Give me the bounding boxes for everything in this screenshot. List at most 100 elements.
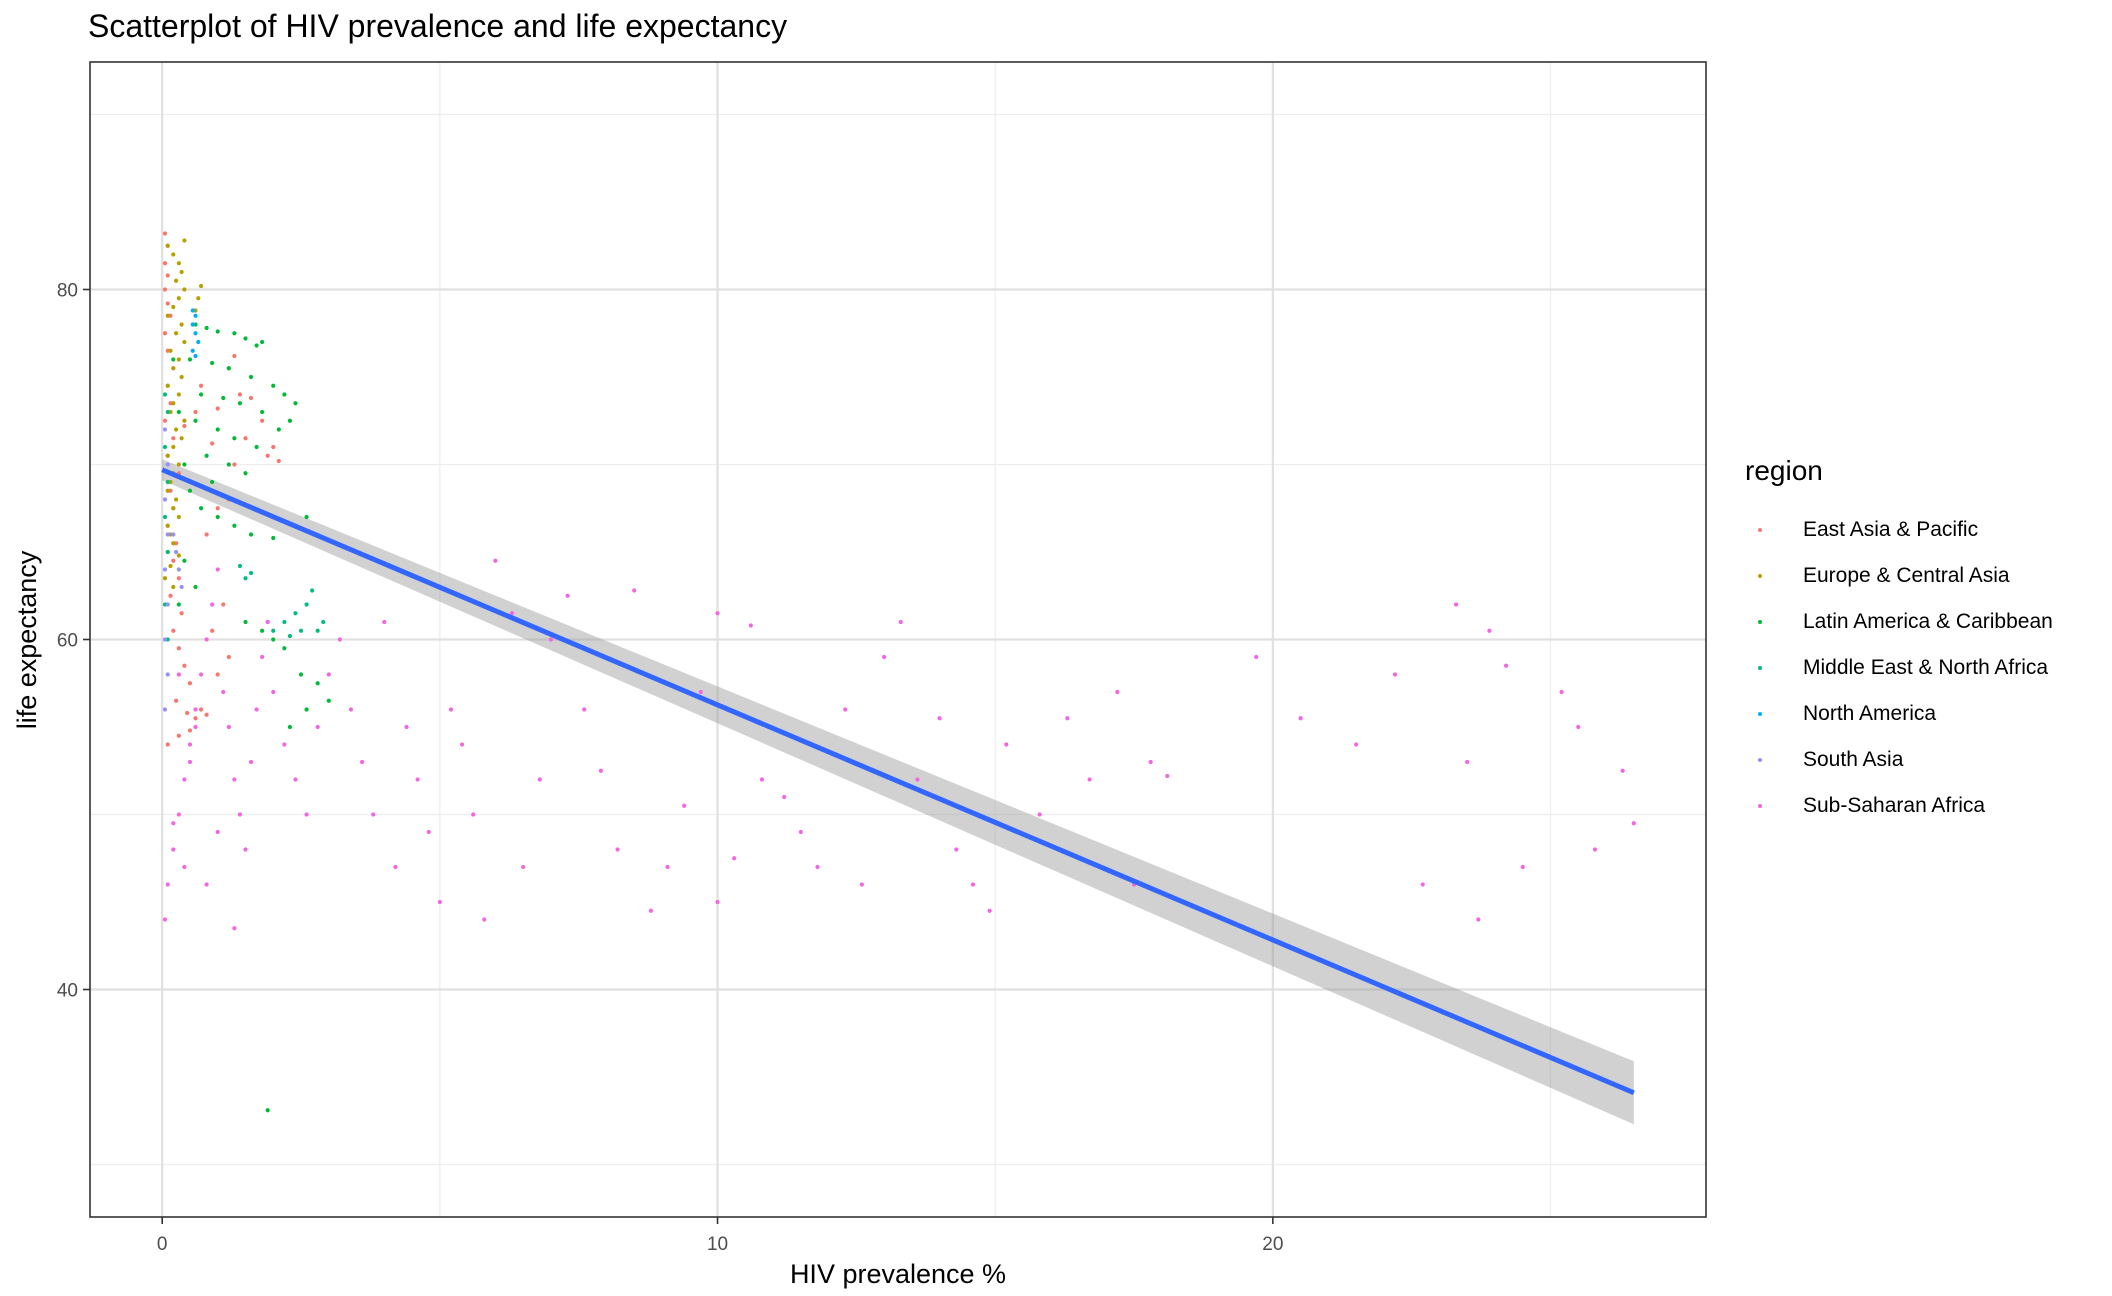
data-point — [1503, 663, 1509, 668]
y-tick-label: 40 — [57, 981, 78, 1002]
data-point — [987, 908, 992, 913]
data-point — [298, 672, 304, 677]
data-point — [715, 899, 720, 905]
data-point — [287, 633, 293, 639]
data-point — [171, 532, 176, 537]
data-point — [271, 637, 276, 642]
data-point — [182, 864, 187, 870]
data-point — [176, 576, 181, 581]
data-point — [171, 252, 176, 257]
data-point — [1620, 768, 1625, 773]
legend-dot-icon — [1758, 712, 1762, 716]
data-point — [182, 777, 187, 782]
data-point — [171, 821, 176, 826]
data-point — [187, 357, 193, 362]
data-point — [226, 366, 231, 371]
data-point — [698, 689, 703, 695]
data-point — [260, 418, 265, 423]
data-point — [615, 847, 620, 852]
data-point — [265, 1108, 270, 1113]
data-point — [337, 637, 342, 642]
data-point — [682, 803, 687, 808]
data-point — [198, 383, 204, 388]
data-point — [548, 637, 554, 642]
data-point — [193, 409, 198, 415]
data-point — [759, 777, 765, 782]
data-point — [182, 423, 187, 429]
data-point — [165, 523, 170, 528]
data-point — [276, 427, 281, 432]
data-point — [271, 535, 276, 541]
data-point — [970, 882, 976, 887]
legend-label: North America — [1803, 702, 1937, 725]
data-point — [171, 444, 176, 450]
data-point — [193, 418, 198, 423]
data-point — [176, 553, 181, 558]
data-point — [815, 864, 820, 870]
data-point — [185, 710, 190, 716]
data-point — [287, 418, 293, 423]
legend-dot-icon — [1758, 528, 1762, 532]
data-point — [182, 462, 187, 467]
data-point — [282, 646, 287, 651]
data-point — [315, 628, 320, 633]
points-layer — [162, 231, 1636, 1113]
data-point — [210, 441, 215, 446]
data-point — [248, 395, 254, 401]
data-point — [665, 864, 670, 870]
regression-line — [161, 467, 1635, 1096]
data-point — [254, 707, 259, 712]
data-point — [221, 689, 226, 695]
chart-title: Scatterplot of HIV prevalence and life e… — [88, 8, 788, 44]
x-axis-title: HIV prevalence % — [790, 1259, 1006, 1289]
data-point — [193, 707, 198, 712]
data-point — [165, 313, 170, 318]
data-point — [182, 418, 187, 423]
data-point — [315, 724, 320, 730]
legend-key — [1745, 745, 1775, 775]
x-tick-label: 0 — [157, 1234, 168, 1255]
data-point — [260, 654, 265, 660]
data-point — [165, 602, 170, 607]
data-point — [648, 908, 653, 913]
data-point — [1454, 602, 1459, 607]
data-point — [168, 348, 173, 353]
data-point — [187, 759, 193, 765]
data-point — [171, 366, 176, 371]
data-point — [598, 768, 604, 773]
data-point — [237, 563, 243, 569]
data-point — [165, 462, 170, 467]
data-point — [165, 479, 170, 485]
data-point — [226, 724, 231, 730]
data-point — [293, 611, 298, 616]
data-point — [171, 584, 176, 590]
legend-key — [1745, 607, 1775, 637]
data-point — [582, 707, 587, 712]
data-point — [310, 588, 315, 593]
legend-label: Sub-Saharan Africa — [1803, 794, 1986, 817]
data-point — [171, 628, 176, 633]
legend-dot-icon — [1758, 666, 1762, 670]
data-point — [243, 619, 248, 625]
data-point — [232, 777, 237, 782]
data-point — [187, 488, 193, 493]
data-point — [204, 325, 209, 331]
data-point — [265, 453, 270, 458]
data-point — [190, 348, 195, 353]
data-point — [232, 353, 237, 359]
legend-label: East Asia & Pacific — [1803, 518, 1979, 541]
legend-label: Middle East & North Africa — [1803, 656, 2049, 679]
legend-key — [1745, 561, 1775, 591]
data-point — [173, 549, 179, 555]
data-point — [915, 777, 920, 782]
data-point — [1576, 724, 1581, 730]
data-point — [232, 926, 237, 931]
data-point — [382, 619, 387, 625]
data-point — [168, 563, 173, 569]
data-point — [182, 287, 187, 292]
data-point — [215, 329, 220, 334]
data-point — [1298, 716, 1303, 721]
data-point — [162, 287, 168, 292]
data-point — [565, 593, 570, 598]
